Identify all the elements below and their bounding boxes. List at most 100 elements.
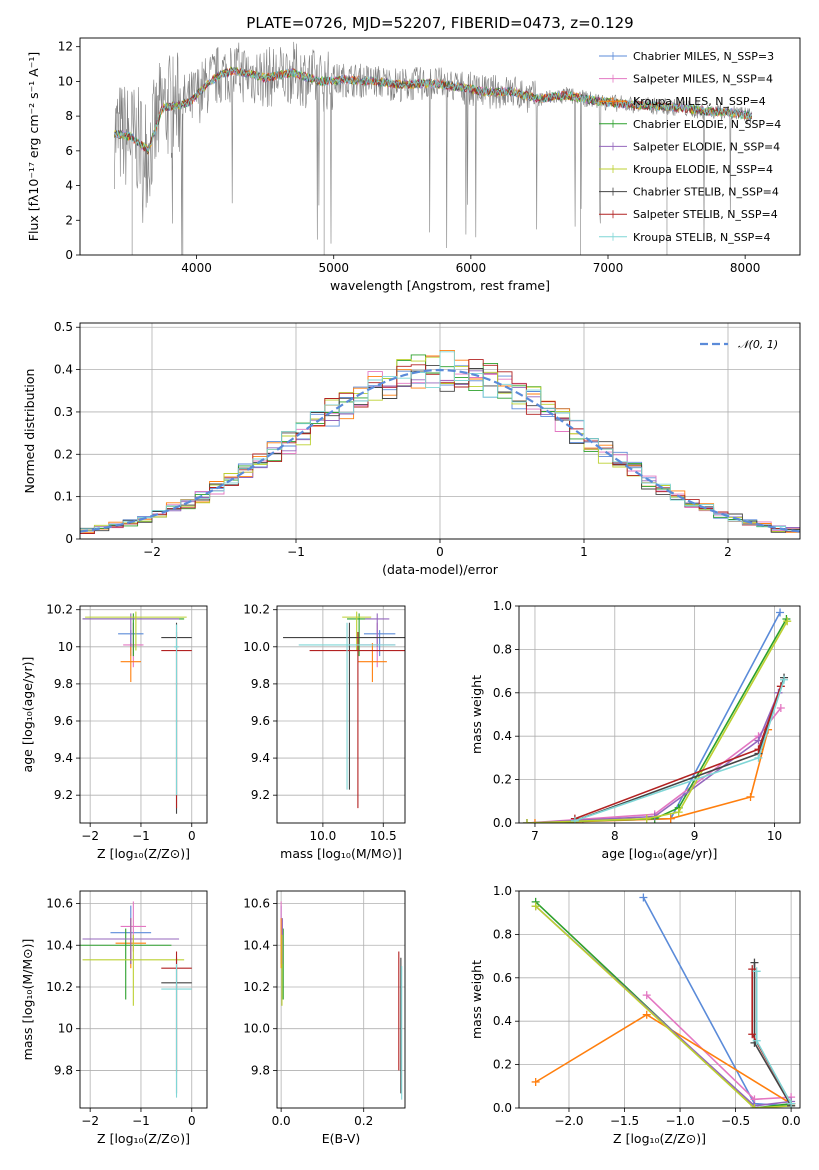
weight-marker — [776, 703, 785, 712]
weight-marker — [750, 1104, 759, 1108]
weight-marker — [674, 808, 683, 817]
y-axis-label: mass weight — [469, 960, 484, 1039]
y-tick-label: 0.5 — [54, 320, 73, 334]
y-tick-label: 10.2 — [46, 603, 73, 617]
axes-frame — [79, 890, 208, 1109]
point-5 — [342, 611, 372, 651]
x-tick-label: 9 — [691, 829, 699, 843]
model-spectrum-line-8 — [113, 67, 753, 153]
weight-line-8 — [755, 971, 792, 1105]
weight-marker — [780, 675, 789, 684]
plot-area — [280, 901, 403, 1100]
x-tick-label: −2 — [143, 545, 161, 559]
y-tick-label: 4 — [65, 179, 73, 193]
y-tick-label: 0 — [65, 248, 73, 262]
y-tick-label: 10.0 — [243, 640, 270, 654]
point-3 — [80, 928, 172, 1000]
y-axis-label: mass [log₁₀(M/M⊙)] — [20, 939, 35, 1061]
chart-age-vs-z: −2 −1 0 9.2 9.4 9.6 9.8 10 10.2 Z [log₁₀(Z/Z⊙)] ag… — [20, 603, 208, 861]
x-axis-label: Z [log₁₀(Z/Z⊙)] — [613, 1131, 706, 1146]
x-tick-label: 0.0 — [272, 1114, 291, 1128]
x-tick-label: 0 — [188, 1114, 196, 1128]
x-tick-label: 8000 — [730, 261, 761, 275]
y-tick-label: 0.6 — [493, 686, 512, 700]
weight-marker — [531, 1077, 540, 1086]
x-tick-label: 10.5 — [370, 829, 397, 843]
weight-marker — [642, 991, 651, 1000]
y-tick-label: 0 — [65, 532, 73, 546]
y-tick-label: 10.0 — [243, 1022, 270, 1036]
point-7 — [309, 631, 405, 809]
y-tick-label: 9.8 — [54, 677, 73, 691]
y-tick-label: 9.6 — [54, 714, 73, 728]
weight-line-5 — [535, 905, 792, 1108]
y-tick-label: 10.4 — [46, 938, 73, 952]
y-axis-label: mass weight — [469, 675, 484, 754]
y-tick-label: 0.2 — [493, 773, 512, 787]
axes-frame — [276, 890, 406, 1109]
x-tick-label: 10.0 — [310, 829, 337, 843]
weight-line-2 — [534, 729, 769, 823]
y-tick-label: 9.6 — [251, 714, 270, 728]
plot-area — [80, 349, 800, 535]
y-tick-label: 9.8 — [251, 677, 270, 691]
x-tick-label: 7 — [531, 829, 539, 843]
point-8 — [173, 624, 180, 796]
y-tick-label: 10.2 — [243, 603, 270, 617]
chart-weight-vs-age: 7 8 9 10 0.0 0.2 0.4 0.6 0.8 1.0 age [log₁₀(age/yr… — [469, 599, 801, 861]
x-tick-label: 10 — [767, 829, 782, 843]
point-3 — [82, 613, 185, 657]
y-tick-label: 12 — [58, 40, 73, 54]
weight-line-8 — [574, 679, 785, 822]
x-tick-label: 6000 — [456, 261, 487, 275]
weight-line-4 — [526, 692, 780, 823]
y-tick-label: 0.8 — [493, 642, 512, 656]
weight-line-5 — [526, 620, 788, 823]
y-tick-label: 10 — [58, 640, 73, 654]
x-tick-label: 2 — [724, 545, 732, 559]
y-tick-label: 10.4 — [243, 938, 270, 952]
weight-marker — [639, 893, 648, 902]
weight-marker — [522, 819, 531, 823]
legend-label: Kroupa STELIB, N_SSP=4 — [633, 231, 771, 244]
y-tick-label: 8 — [65, 109, 73, 123]
y-tick-label: 10.6 — [243, 897, 270, 911]
y-tick-label: 0.4 — [54, 363, 73, 377]
y-tick-label: 9.8 — [251, 1063, 270, 1077]
weight-marker — [752, 967, 761, 976]
x-axis-label: mass [log₁₀(M/M⊙)] — [280, 846, 402, 861]
legend-label: Chabrier STELIB, N_SSP=4 — [633, 186, 779, 199]
y-tick-label: 9.8 — [54, 1063, 73, 1077]
x-tick-label: −2.0 — [554, 1114, 583, 1128]
y-axis-label: age [log₁₀(age/yr)] — [20, 657, 35, 773]
x-axis-label: age [log₁₀(age/yr)] — [602, 846, 718, 861]
x-tick-label: −1 — [287, 545, 305, 559]
y-tick-label: 2 — [65, 213, 73, 227]
data-spectrum-line — [114, 41, 752, 255]
legend-label: Kroupa MILES, N_SSP=4 — [633, 95, 766, 108]
chart-residuals: −2 −1 0 1 2 0 0.1 0.2 0.3 0.4 0.5 (data-model)/erro… — [22, 320, 801, 577]
x-axis-label: Z [log₁₀(Z/Z⊙)] — [97, 846, 190, 861]
x-axis-label: E(B-V) — [322, 1131, 361, 1146]
axes-frame — [79, 37, 801, 256]
y-tick-label: 10.2 — [46, 980, 73, 994]
x-tick-label: −2 — [81, 1114, 99, 1128]
x-tick-label: −1 — [132, 1114, 150, 1128]
weight-marker — [531, 902, 540, 911]
point-8 — [298, 622, 396, 790]
point-4 — [82, 918, 180, 965]
weight-line-0 — [582, 612, 781, 822]
y-tick-label: 0.6 — [493, 971, 512, 985]
legend-label: Chabrier MILES, N_SSP=3 — [633, 50, 774, 63]
gaussian-curve — [80, 368, 800, 533]
x-tick-label: 0.2 — [354, 1114, 373, 1128]
x-tick-label: 5000 — [318, 261, 349, 275]
x-tick-label: 0 — [188, 829, 196, 843]
x-tick-label: 7000 — [593, 261, 624, 275]
chart-spectrum: 4000 5000 6000 7000 8000 0 2 4 6 8 10 12 PLATE=0726,… — [26, 14, 801, 293]
y-axis-label: Normed distribution — [22, 369, 37, 494]
y-tick-label: 0.8 — [493, 927, 512, 941]
weight-marker — [787, 1099, 796, 1108]
point-0 — [363, 630, 396, 657]
